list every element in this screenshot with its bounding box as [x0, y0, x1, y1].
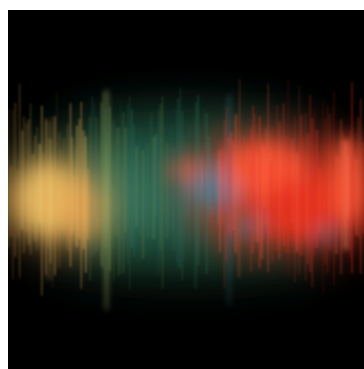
vignette — [8, 10, 364, 369]
artwork-canvas — [8, 10, 364, 369]
abstract-artwork — [8, 10, 364, 369]
